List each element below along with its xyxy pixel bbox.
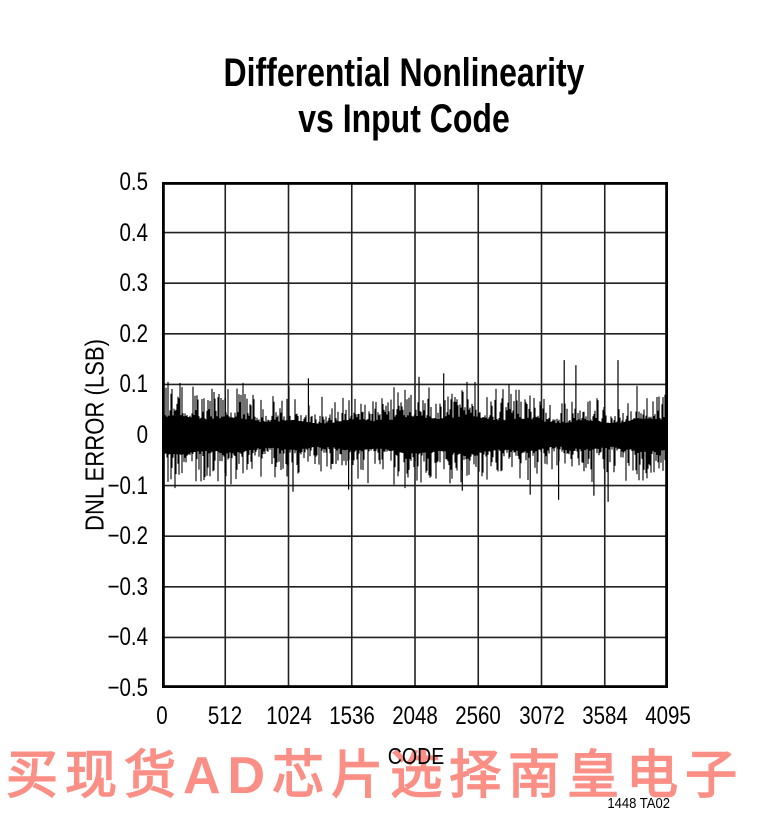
plot-border	[162, 182, 668, 688]
x-tick-label: 2560	[455, 702, 502, 730]
y-tick-label: −0.5	[107, 674, 148, 702]
chart-title: Differential Nonlinearity vs Input Code	[164, 50, 644, 142]
x-axis-label: CODE	[387, 743, 445, 769]
x-tick-label: 3072	[518, 702, 565, 730]
y-tick-label: 0.1	[119, 370, 148, 399]
y-tick-label: 0.5	[119, 168, 148, 196]
x-tick-label: 3584	[581, 702, 628, 730]
y-tick-label: −0.2	[107, 522, 148, 551]
x-tick-label: 1024	[265, 702, 312, 730]
x-tick-label: 4095	[645, 702, 691, 730]
x-tick-label: 1536	[328, 702, 375, 730]
figure-label: 1448 TA02	[607, 796, 670, 812]
y-tick-label: −0.4	[107, 623, 148, 652]
dnl-noise-trace	[162, 381, 668, 489]
x-tick-label: 2048	[392, 702, 438, 730]
chart-title-line1: Differential Nonlinearity	[223, 51, 585, 95]
watermark-text: 买现货AD芯片选择南皇电子	[6, 747, 745, 805]
x-tick-label: 512	[208, 702, 243, 730]
y-tick-label: 0.2	[119, 319, 148, 348]
y-tick-label: 0	[136, 421, 148, 449]
x-tick-label: 0	[156, 702, 168, 730]
y-tick-label: 0.3	[119, 269, 148, 298]
y-tick-label: −0.3	[107, 572, 148, 601]
y-tick-label: −0.1	[107, 471, 148, 500]
chart-title-line2: vs Input Code	[298, 97, 510, 141]
dnl-noise-plot	[162, 182, 668, 688]
y-tick-label: 0.4	[119, 218, 148, 247]
